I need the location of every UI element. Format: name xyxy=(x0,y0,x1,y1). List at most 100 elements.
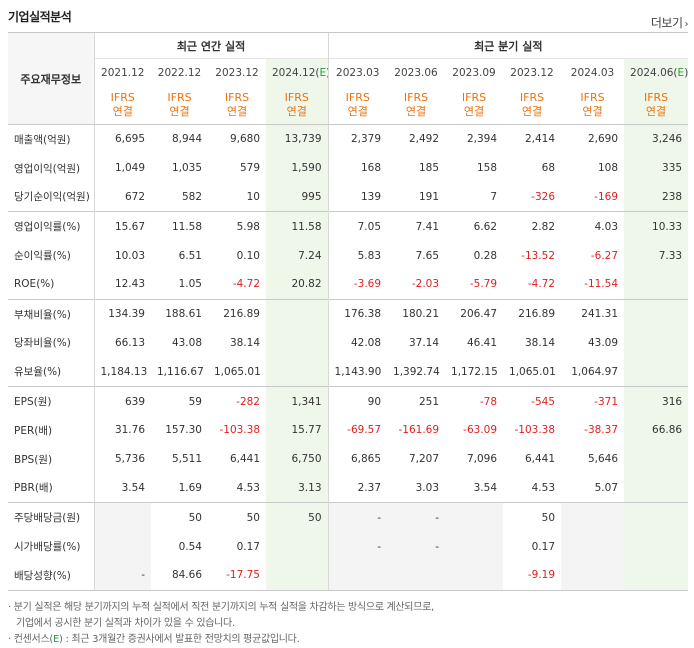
table-cell: 180.21 xyxy=(387,298,446,329)
table-cell: 6,865 xyxy=(327,444,388,474)
table-cell: 7 xyxy=(490,190,498,203)
table-cell: 176.38 xyxy=(327,298,388,329)
table-cell: 7,207 xyxy=(408,453,440,466)
table-row: 영업이익(억원) 1,049 1,035 579 1,590 168 185 158 68 108… xyxy=(8,153,689,183)
table-cell: 20.82 xyxy=(266,269,329,300)
table-cell: 5.07 xyxy=(594,481,619,494)
table-cell xyxy=(327,560,388,591)
table-cell: 46.41 xyxy=(466,336,498,349)
table-cell: 251 xyxy=(387,386,446,416)
table-cell: 1.69 xyxy=(178,481,202,494)
period-header: 2021.12 xyxy=(93,58,151,86)
table-cell: -13.52 xyxy=(521,249,556,262)
table-cell: 15.67 xyxy=(93,211,151,242)
more-label: 더보기 xyxy=(650,16,683,30)
table-cell: 108 xyxy=(597,162,619,175)
table-cell: -63.09 xyxy=(463,424,498,437)
group-header-quarter: 최근 분기 실적 xyxy=(327,32,689,59)
table-cell: 3.13 xyxy=(266,473,329,503)
table-cell: 38.14 xyxy=(229,336,260,349)
table-cell: 158 xyxy=(476,162,498,175)
table-row: 영업이익률(%) 15.67 11.58 5.98 11.58 7.05 7.41 6.62 2… xyxy=(8,211,689,242)
table-cell: 4.53 xyxy=(236,481,260,494)
table-row: 유보율(%) 1,184.13 1,116.67 1,065.01 1,143.90 1,… xyxy=(8,357,689,387)
table-cell: 185 xyxy=(418,162,440,175)
group-header-annual: 최근 연간 실적 xyxy=(93,32,329,59)
table-cell: 37.14 xyxy=(408,336,440,349)
table-cell: 1,143.90 xyxy=(327,357,388,387)
table-cell: 206.47 xyxy=(445,298,504,329)
table-cell: 10.33 xyxy=(624,211,689,242)
table-cell: 2,690 xyxy=(561,123,625,154)
table-cell: 15.77 xyxy=(266,415,329,445)
period-header: 2023.06 xyxy=(387,58,446,86)
table-cell xyxy=(387,560,446,591)
table-cell xyxy=(624,328,689,358)
table-cell: 2,414 xyxy=(503,123,562,154)
table-cell: -371 xyxy=(561,386,625,416)
table-cell: 1,392.74 xyxy=(393,365,440,378)
basis-header: IFRS 연결 xyxy=(387,86,446,125)
table-cell xyxy=(624,298,689,329)
table-cell: 7.24 xyxy=(266,241,329,270)
period-header: 2024.12(E) xyxy=(266,58,329,86)
table-cell: 1,184.13 xyxy=(93,357,151,387)
more-link[interactable]: 더보기 › xyxy=(650,14,689,31)
table-cell: 0.17 xyxy=(531,540,556,553)
period-header: 2024.03 xyxy=(561,58,625,86)
table-cell: -3.69 xyxy=(327,269,388,300)
table-cell xyxy=(93,502,151,533)
table-cell xyxy=(624,560,689,591)
section-title: 기업실적분석 xyxy=(8,10,72,24)
row-label: 부채비율(%) xyxy=(8,298,94,329)
table-cell xyxy=(93,532,151,561)
table-cell: 5.98 xyxy=(208,211,266,242)
table-cell: 4.53 xyxy=(531,481,556,494)
table-cell: 38.14 xyxy=(524,336,556,349)
table-cell: 2.82 xyxy=(503,211,562,242)
table-cell: 1,065.01 xyxy=(509,365,556,378)
table-cell: 11.58 xyxy=(151,211,208,242)
row-label: 매출액(억원) xyxy=(8,123,94,154)
table-cell: 2.37 xyxy=(327,473,388,503)
footnotes: · 분기 실적은 해당 분기까지의 누적 실적에서 직전 분기까지의 누적 실적… xyxy=(8,600,434,648)
table-cell: 11.58 xyxy=(266,211,329,242)
table-cell: - xyxy=(93,560,151,591)
table-cell xyxy=(445,532,504,561)
table-cell: 3.54 xyxy=(473,481,498,494)
table-cell: 90 xyxy=(327,386,388,416)
table-cell: 13,739 xyxy=(266,123,329,154)
table-cell: 7.05 xyxy=(327,211,388,242)
period-header: 2023.09 xyxy=(445,58,504,86)
footnote-quarterly: · 분기 실적은 해당 분기까지의 누적 실적에서 직전 분기까지의 누적 실적… xyxy=(8,602,434,613)
row-label: 영업이익(억원) xyxy=(8,153,94,183)
row-label: 영업이익률(%) xyxy=(8,211,94,242)
footnote-consensus-prefix: · 컨센서스( xyxy=(8,634,53,645)
table-cell: 9,680 xyxy=(208,123,266,154)
table-cell: 1.05 xyxy=(178,278,202,291)
table-cell: 0.28 xyxy=(473,249,498,262)
table-cell: 139 xyxy=(327,182,388,212)
basis-header: IFRS 연결 xyxy=(208,86,266,125)
table-cell: 8,944 xyxy=(151,123,208,154)
table-cell xyxy=(561,532,625,561)
table-cell: 6,441 xyxy=(229,453,260,466)
table-cell: -6.27 xyxy=(590,249,619,262)
table-cell: 31.76 xyxy=(93,415,151,445)
row-label: 당좌비율(%) xyxy=(8,328,94,358)
table-cell: 0.17 xyxy=(236,540,260,553)
basis-header: IFRS 연결 xyxy=(327,86,388,125)
chevron-right-icon: › xyxy=(684,19,689,30)
table-cell: 5.83 xyxy=(327,241,388,270)
basis-header: IFRS 연결 xyxy=(445,86,504,125)
table-cell: 582 xyxy=(181,190,202,203)
table-cell: - xyxy=(387,532,446,561)
footnote-consensus: · 컨센서스(E) : 최근 3개월간 증권사에서 발표한 전망치의 평균값입니… xyxy=(8,632,434,648)
table-cell: 216.89 xyxy=(208,298,266,329)
table-cell: 3.54 xyxy=(93,473,151,503)
table-row: ROE(%) 12.43 1.05 -4.72 20.82 -3.69 -2.03 -5.79… xyxy=(8,269,689,300)
table-cell: -5.79 xyxy=(469,278,498,291)
table-cell: 157.30 xyxy=(165,424,202,437)
table-cell: 43.09 xyxy=(587,336,619,349)
